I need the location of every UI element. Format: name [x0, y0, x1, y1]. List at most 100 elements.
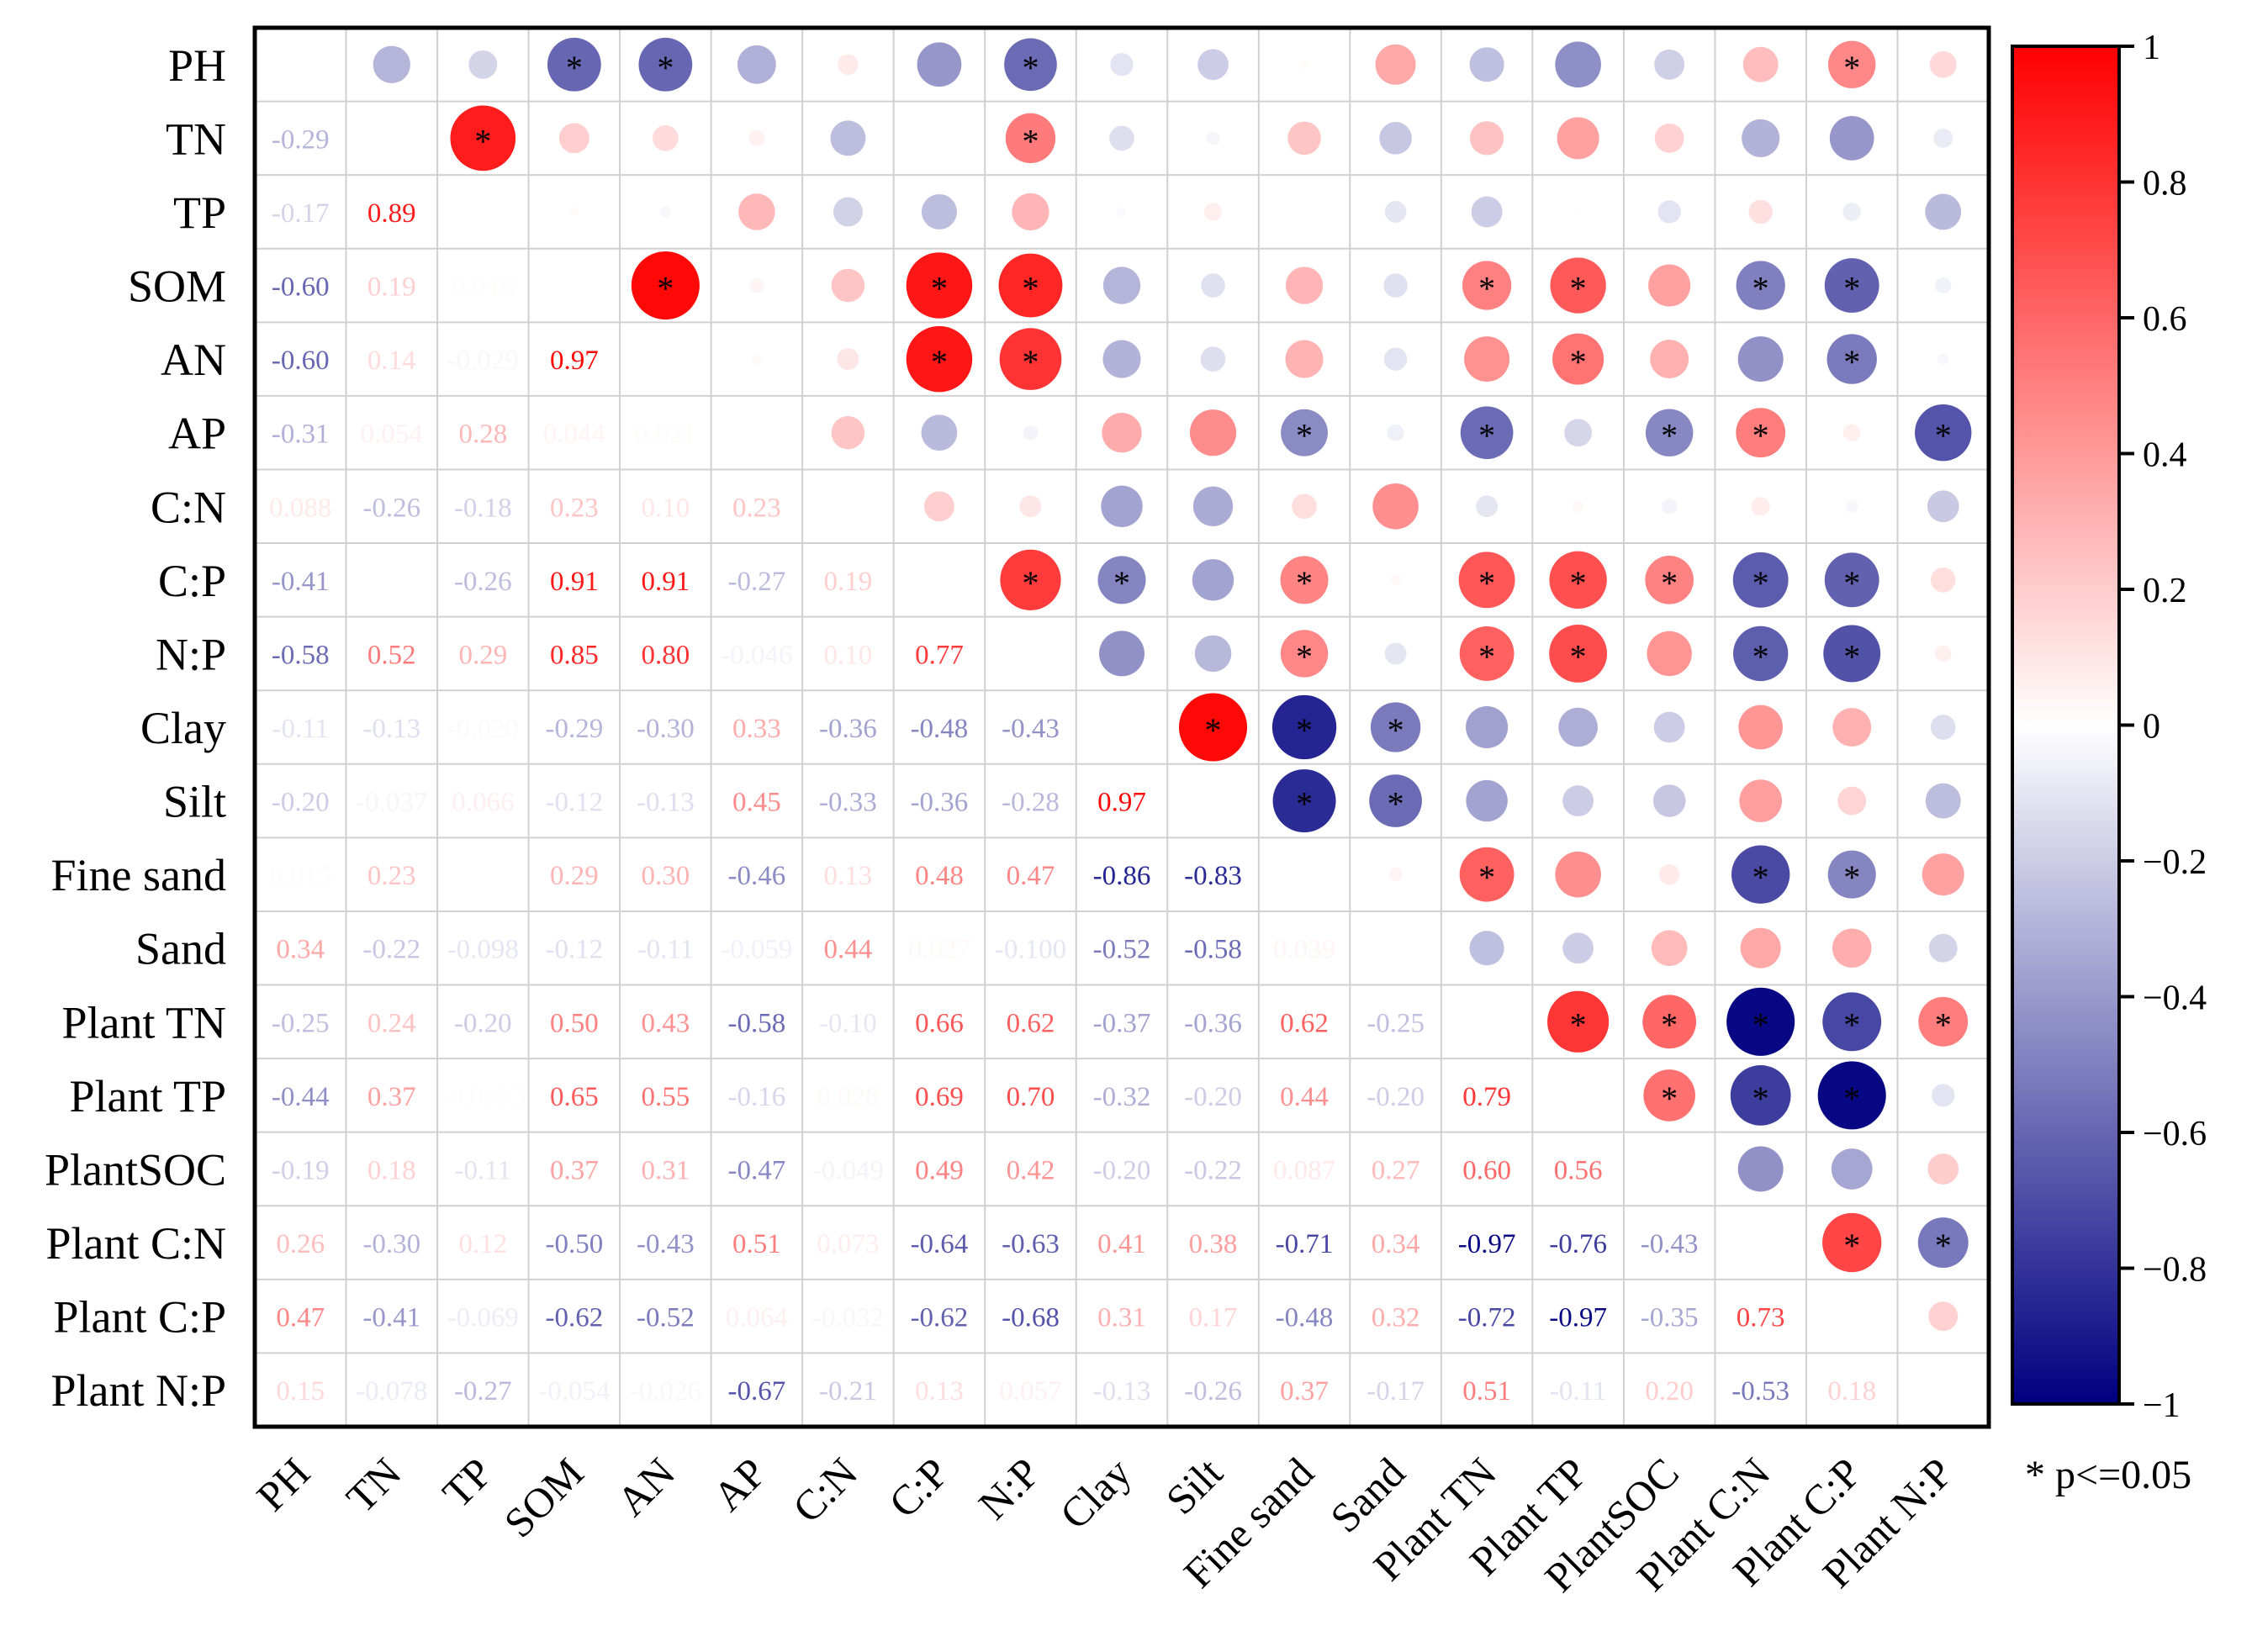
corr-value-Plant C:P-Fine sand: -0.48: [1276, 1303, 1334, 1333]
corr-circle-SOM-Plant N:P: [1935, 277, 1952, 294]
corr-circle-TN-Plant C:N: [1742, 119, 1780, 157]
corr-value-SOM-TN: 0.19: [367, 272, 416, 303]
corr-value-Fine sand-Silt: -0.83: [1184, 861, 1242, 891]
corr-circle-AN-Plant C:P: [1826, 334, 1877, 384]
corr-circle-Sand-Plant TP: [1562, 932, 1594, 964]
corr-value-Plant C:N-PlantSOC: -0.43: [1641, 1229, 1699, 1259]
corr-value-Clay-SOM: -0.29: [545, 714, 603, 744]
corr-circle-TN-TP: [450, 105, 516, 172]
corr-circle-AP-N:P: [1023, 425, 1039, 441]
colorbar-tick-label: 0.4: [2143, 436, 2187, 475]
corr-circle-Clay-Fine sand: [1271, 694, 1337, 760]
plot-frame: [252, 25, 1991, 1429]
corr-circle-N:P-PlantSOC: [1647, 631, 1692, 677]
row-label: Plant N:P: [50, 1365, 226, 1416]
column-label: PH: [247, 1449, 319, 1520]
corr-circle-PlantSOC-Plant N:P: [1927, 1153, 1959, 1185]
grid-lines: [255, 28, 1989, 1427]
corr-value-Silt-N:P: -0.28: [1002, 788, 1060, 818]
significance-star: *: [1752, 270, 1769, 308]
corr-circle-C:P-Plant N:P: [1930, 567, 1956, 593]
colorbar-tick-label: 0.6: [2143, 300, 2187, 339]
corr-value-Plant C:P-TP: -0.069: [447, 1303, 519, 1333]
corr-circle-AN-Plant C:N: [1737, 336, 1784, 383]
corr-value-Clay-PH: -0.11: [272, 714, 330, 744]
row-label: Sand: [135, 924, 226, 974]
corr-circle-TP-C:N: [833, 197, 863, 227]
corr-value-Plant N:P-Clay: -0.13: [1093, 1376, 1151, 1407]
corr-value-PlantSOC-PH: -0.19: [272, 1155, 330, 1185]
corr-circle-N:P-Plant N:P: [1934, 645, 1952, 662]
corr-value-Silt-Clay: 0.97: [1097, 788, 1146, 818]
corr-circle-Fine sand-Sand: [1388, 868, 1403, 882]
corr-circle-TP-SOM: [569, 207, 579, 217]
corr-circle-Silt-Plant N:P: [1925, 783, 1961, 819]
corr-circle-TP-Plant N:P: [1925, 193, 1962, 230]
corr-circle-Plant C:P-Plant N:P: [1928, 1301, 1959, 1332]
corr-circle-C:N-Fine sand: [1292, 493, 1317, 520]
corr-value-PlantSOC-TP: -0.11: [455, 1155, 512, 1185]
corr-value-Plant C:N-PH: 0.26: [276, 1229, 325, 1259]
corr-value-Plant C:P-SOM: -0.62: [545, 1303, 603, 1333]
corr-circle-AN-Fine sand: [1285, 340, 1324, 378]
corr-circle-TN-C:P: [936, 135, 942, 141]
significance-star: *: [1752, 637, 1769, 675]
corr-value-Plant C:P-Silt: 0.17: [1189, 1303, 1238, 1333]
corr-value-Plant N:P-Plant TN: 0.51: [1462, 1376, 1511, 1407]
corr-value-N:P-PH: -0.58: [272, 640, 330, 670]
corr-circle-PH-Clay: [1110, 53, 1134, 77]
corr-circle-PH-C:N: [838, 54, 859, 76]
corr-value-Plant C:P-N:P: -0.68: [1002, 1303, 1060, 1333]
corr-value-Clay-AP: 0.33: [732, 714, 781, 744]
corr-circle-Fine sand-Plant C:N: [1731, 845, 1790, 904]
corr-value-Sand-C:N: 0.44: [824, 935, 873, 965]
corr-circle-SOM-Plant C:N: [1736, 261, 1785, 310]
corr-circle-Plant TN-PlantSOC: [1642, 995, 1697, 1049]
corr-circle-N:P-Silt: [1194, 635, 1232, 673]
corr-value-Silt-TP: 0.066: [452, 788, 514, 818]
corr-circle-Silt-Sand: [1369, 774, 1422, 827]
corr-value-Plant C:N-TP: 0.12: [458, 1229, 507, 1259]
corr-value-Sand-TP: -0.098: [447, 935, 519, 965]
corr-value-Plant TN-PH: -0.25: [272, 1008, 330, 1038]
corr-circle-C:N-Plant C:N: [1751, 497, 1770, 516]
significance-star: *: [1752, 1079, 1769, 1117]
corr-value-Plant C:P-AP: 0.064: [726, 1303, 788, 1333]
corr-circle-SOM-C:P: [906, 252, 973, 319]
corr-value-SOM-PH: -0.60: [272, 272, 330, 303]
corr-value-N:P-TP: 0.29: [458, 640, 507, 670]
colorbar: 1 0.8 0.6 0.4 0.2 0 −0.2 −0.4 −0.6 −0.8 −1: [2011, 29, 2207, 1425]
corr-circle-Plant TP-PlantSOC: [1643, 1069, 1695, 1122]
significance-star: *: [1843, 564, 1860, 602]
colorbar-tick-label: 0.8: [2143, 165, 2187, 203]
corr-circle-SOM-C:N: [831, 268, 865, 303]
corr-value-Plant N:P-TN: -0.078: [356, 1376, 427, 1407]
corr-value-Plant C:P-Plant TP: -0.97: [1549, 1303, 1607, 1333]
significance-star: *: [1478, 858, 1495, 896]
significance-star: *: [931, 270, 948, 308]
corr-value-Plant C:N-C:N: 0.073: [817, 1229, 879, 1259]
row-label: Plant TP: [69, 1071, 226, 1122]
corr-value-Sand-C:P: 0.027: [908, 935, 970, 965]
significance-star: *: [1022, 122, 1039, 160]
corr-value-Fine sand-AN: 0.30: [641, 861, 690, 891]
corr-value-Plant TN-SOM: 0.50: [550, 1008, 599, 1038]
corr-value-Plant C:N-N:P: -0.63: [1002, 1229, 1060, 1259]
corr-value-Plant N:P-SOM: -0.054: [538, 1376, 610, 1407]
cell-layer: * * * * -0.29 * * -0.17 0.89 -0.60 0.19 0.016 * * * * * *…: [269, 37, 1972, 1407]
row-label: Clay: [140, 703, 226, 753]
significance-star: *: [1296, 417, 1313, 455]
corr-value-Fine sand-C:N: 0.13: [824, 861, 873, 891]
corr-value-N:P-TN: 0.52: [367, 640, 416, 670]
significance-star: *: [1478, 417, 1495, 455]
corr-value-N:P-SOM: 0.85: [550, 640, 599, 670]
corr-value-N:P-C:N: 0.10: [824, 640, 873, 670]
corr-circle-Plant C:N-Plant N:P: [1917, 1217, 1969, 1269]
corr-value-Plant TN-AP: -0.58: [728, 1008, 786, 1038]
corr-value-TP-TN: 0.89: [367, 198, 416, 229]
corr-circle-SOM-Silt: [1201, 273, 1225, 298]
significance-star: *: [1478, 564, 1495, 602]
corr-value-Silt-SOM: -0.12: [545, 788, 603, 818]
corr-value-Plant C:N-SOM: -0.50: [545, 1229, 603, 1259]
